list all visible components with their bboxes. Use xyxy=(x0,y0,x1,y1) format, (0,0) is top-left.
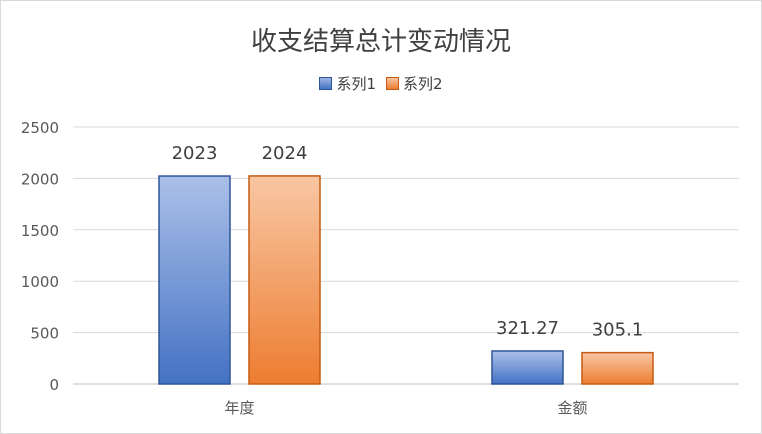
x-category-label: 年度 xyxy=(224,399,254,417)
data-label: 2023 xyxy=(172,143,218,164)
bar-1-1 xyxy=(158,175,231,385)
legend-label-series-1: 系列1 xyxy=(336,75,376,93)
y-tick-label: 0 xyxy=(49,376,59,394)
legend-item-series-1: 系列1 xyxy=(319,73,376,94)
chart-legend: 系列1 系列2 xyxy=(1,73,761,94)
legend-label-series-2: 系列2 xyxy=(403,75,443,93)
chart-title: 收支结算总计变动情况 xyxy=(250,27,511,57)
bar-2-1 xyxy=(248,175,321,385)
legend-swatch-series-2 xyxy=(386,77,399,90)
y-tick-label: 2500 xyxy=(21,119,59,137)
bar-2-2 xyxy=(581,351,654,385)
data-label: 321.27 xyxy=(496,318,559,339)
y-tick-label: 1000 xyxy=(21,273,59,291)
y-tick-label: 500 xyxy=(30,325,59,343)
legend-swatch-series-1 xyxy=(319,77,333,90)
x-category-label: 金额 xyxy=(557,399,587,417)
bar-1-2 xyxy=(491,350,564,385)
data-label: 305.1 xyxy=(592,320,644,341)
y-tick-label: 1500 xyxy=(21,222,59,240)
legend-item-series-2: 系列2 xyxy=(386,73,443,94)
data-label: 2024 xyxy=(262,143,308,164)
y-tick-label: 2000 xyxy=(21,170,59,188)
